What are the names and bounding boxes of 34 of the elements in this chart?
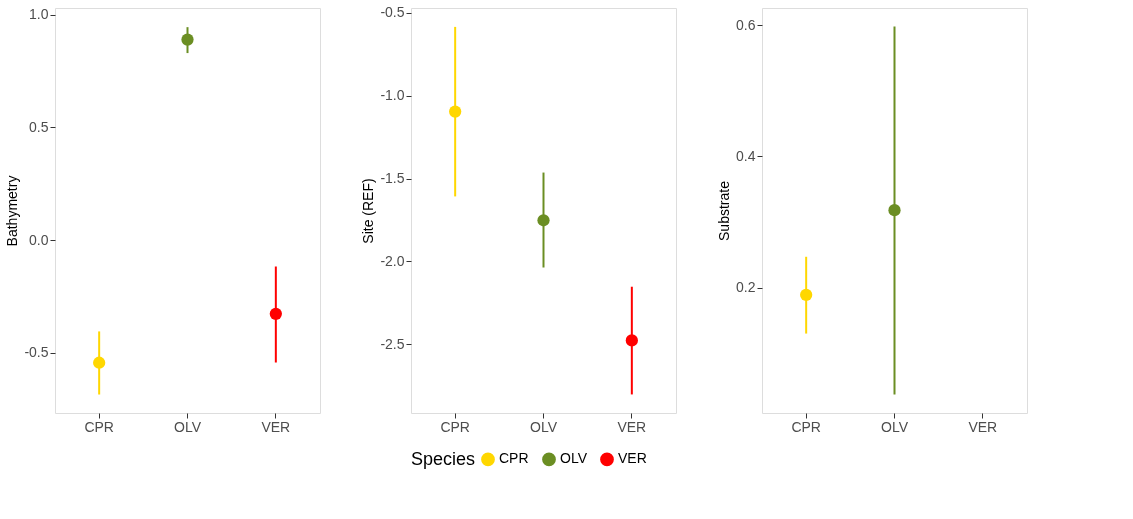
point [625,334,638,347]
y-axis-title: Substrate [716,180,733,241]
y-tick-label: 1.0 [29,6,49,23]
y-tick-label: 0.6 [736,16,756,33]
point [537,214,550,227]
legend-label: CPR [499,450,529,467]
y-tick-label: -2.0 [380,252,405,269]
y-tick-label: 0.5 [29,118,49,135]
x-tick-label: CPR [84,418,114,435]
point [269,307,282,320]
y-tick-label: -1.0 [380,87,405,104]
y-tick-label: -0.5 [380,4,405,21]
point [93,356,106,369]
x-tick-label: VER [617,418,647,435]
x-tick-label: CPR [440,418,470,435]
y-tick-label: 0.2 [736,279,756,296]
point [449,105,462,118]
legend-label: OLV [560,450,588,467]
y-tick-label: -2.5 [380,335,405,352]
y-tick-label: -1.5 [380,170,405,187]
y-axis-title: Site (REF) [360,178,377,244]
x-tick-label: OLV [530,418,558,435]
x-tick-label: VER [968,418,998,435]
point [181,33,194,46]
legend-label: VER [618,450,647,467]
y-tick-label: 0.4 [736,147,756,164]
y-tick-label: -0.5 [24,344,49,361]
legend-title: Species [411,449,476,469]
y-axis-title: Bathymetry [4,175,21,247]
x-tick-label: VER [261,418,291,435]
x-tick-label: CPR [791,418,821,435]
y-tick-label: 0.0 [29,231,49,248]
x-tick-label: OLV [174,418,202,435]
x-tick-label: OLV [881,418,909,435]
